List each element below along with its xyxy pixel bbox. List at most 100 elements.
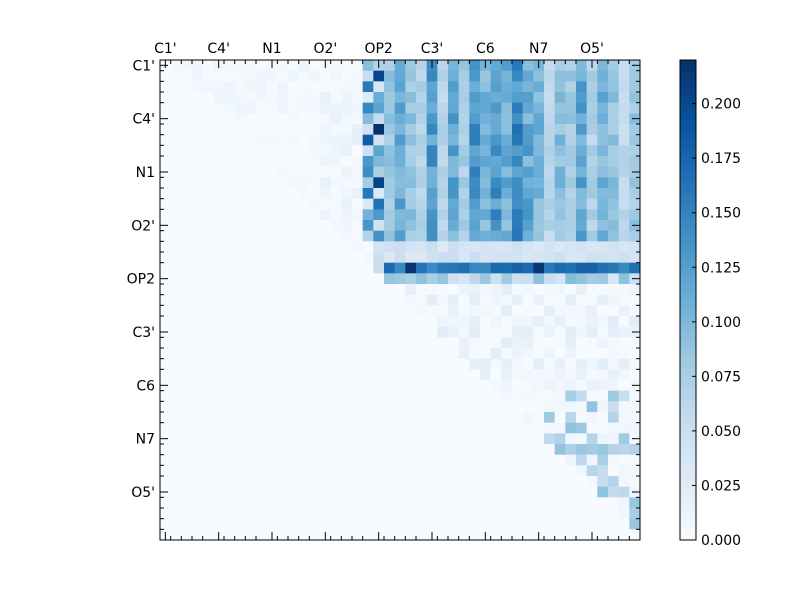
- heatmap-cell: [181, 81, 193, 93]
- heatmap-cell: [448, 124, 460, 136]
- heatmap-cell: [352, 156, 364, 168]
- heatmap-cell: [320, 273, 332, 285]
- heatmap-cell: [384, 220, 396, 232]
- heatmap-cell: [554, 177, 566, 189]
- heatmap-cell: [586, 358, 598, 370]
- heatmap-cell: [469, 252, 481, 264]
- heatmap-cell: [373, 102, 385, 114]
- heatmap-cell: [170, 454, 182, 466]
- heatmap-cell: [298, 70, 310, 82]
- heatmap-cell: [384, 529, 396, 541]
- heatmap-cell: [202, 518, 214, 530]
- heatmap-cell: [192, 518, 204, 530]
- heatmap-cell: [256, 316, 268, 328]
- heatmap-cell: [501, 294, 513, 306]
- heatmap-cell: [480, 124, 492, 136]
- heatmap-cell: [576, 209, 588, 221]
- heatmap-cell: [362, 433, 374, 445]
- heatmap-cell: [245, 145, 257, 157]
- heatmap-cell: [256, 145, 268, 157]
- heatmap-cell: [522, 422, 534, 434]
- heatmap-cell: [576, 188, 588, 200]
- heatmap-cell: [224, 444, 236, 456]
- heatmap-cell: [309, 220, 321, 232]
- heatmap-cell: [533, 358, 545, 370]
- heatmap-cell: [277, 316, 289, 328]
- heatmap-cell: [426, 220, 438, 232]
- heatmap-cell: [330, 124, 342, 136]
- heatmap-cell: [384, 198, 396, 210]
- heatmap-cell: [480, 401, 492, 413]
- heatmap-cell: [309, 166, 321, 178]
- heatmap-cell: [181, 508, 193, 520]
- heatmap-cell: [192, 60, 204, 72]
- heatmap-cell: [608, 252, 620, 264]
- heatmap-cell: [490, 412, 502, 424]
- heatmap-cell: [586, 401, 598, 413]
- heatmap-cell: [533, 486, 545, 498]
- heatmap-cell: [522, 401, 534, 413]
- heatmap-cell: [565, 124, 577, 136]
- heatmap-cell: [394, 476, 406, 488]
- heatmap-cell: [458, 380, 470, 392]
- heatmap-cell: [213, 294, 225, 306]
- heatmap-cell: [234, 465, 246, 477]
- heatmap-cell: [448, 401, 460, 413]
- heatmap-cell: [277, 134, 289, 146]
- heatmap-cell: [266, 70, 278, 82]
- heatmap-cell: [298, 433, 310, 445]
- heatmap-cell: [256, 134, 268, 146]
- heatmap-cell: [330, 518, 342, 530]
- heatmap-cell: [181, 433, 193, 445]
- heatmap-cells: [160, 60, 641, 541]
- heatmap-cell: [426, 518, 438, 530]
- heatmap-cell: [426, 433, 438, 445]
- heatmap-cell: [501, 241, 513, 253]
- heatmap-cell: [298, 497, 310, 509]
- heatmap-cell: [512, 529, 524, 541]
- heatmap-cell: [544, 348, 556, 360]
- heatmap-cell: [618, 497, 630, 509]
- heatmap-cell: [277, 198, 289, 210]
- heatmap-cell: [352, 508, 364, 520]
- heatmap-cell: [554, 134, 566, 146]
- heatmap-cell: [416, 198, 428, 210]
- heatmap-cell: [160, 337, 172, 349]
- heatmap-cell: [320, 81, 332, 93]
- heatmap-cell: [266, 433, 278, 445]
- heatmap-cell: [618, 316, 630, 328]
- heatmap-cell: [181, 70, 193, 82]
- heatmap-cell: [309, 337, 321, 349]
- heatmap-cell: [544, 209, 556, 221]
- heatmap-cell: [618, 241, 630, 253]
- heatmap-cell: [448, 497, 460, 509]
- heatmap-cell: [437, 198, 449, 210]
- heatmap-cell: [309, 390, 321, 402]
- heatmap-cell: [170, 92, 182, 104]
- heatmap-cell: [501, 465, 513, 477]
- heatmap-cell: [480, 412, 492, 424]
- heatmap-cell: [597, 444, 609, 456]
- heatmap-cell: [309, 380, 321, 392]
- heatmap-cell: [608, 412, 620, 424]
- heatmap-cell: [202, 113, 214, 125]
- heatmap-cell: [512, 369, 524, 381]
- heatmap-cell: [256, 81, 268, 93]
- heatmap-cell: [448, 369, 460, 381]
- heatmap-cell: [373, 380, 385, 392]
- heatmap-cell: [426, 113, 438, 125]
- heatmap-cell: [576, 486, 588, 498]
- heatmap-cell: [629, 188, 641, 200]
- heatmap-cell: [533, 476, 545, 488]
- heatmap-cell: [373, 518, 385, 530]
- heatmap-cell: [608, 166, 620, 178]
- heatmap-cell: [330, 134, 342, 146]
- heatmap-cell: [448, 70, 460, 82]
- heatmap-cell: [405, 113, 417, 125]
- heatmap-cell: [426, 252, 438, 264]
- heatmap-cell: [266, 444, 278, 456]
- heatmap-cell: [522, 60, 534, 72]
- heatmap-cell: [490, 70, 502, 82]
- heatmap-cell: [437, 230, 449, 242]
- heatmap-cell: [426, 486, 438, 498]
